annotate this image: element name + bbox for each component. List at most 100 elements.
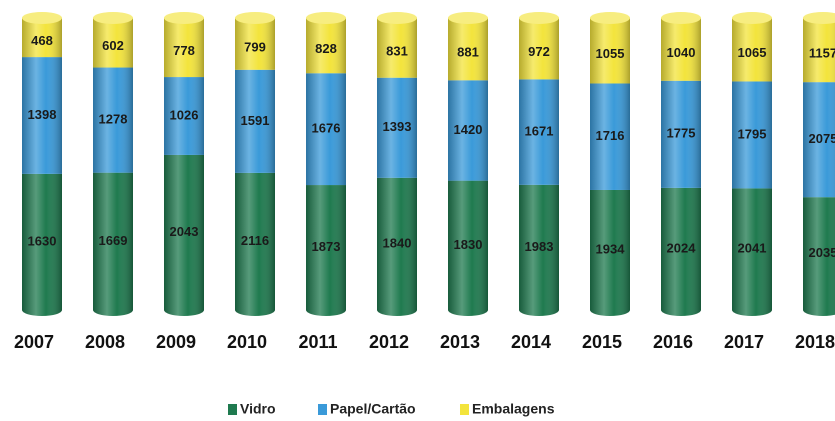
cylinder-top-light	[590, 12, 630, 24]
legend-swatch	[228, 404, 237, 415]
bar-shade	[306, 185, 346, 310]
cylinder-top	[377, 12, 417, 24]
x-tick-label: 2007	[14, 332, 54, 352]
bar-shade	[22, 173, 62, 310]
bar-shade	[590, 18, 630, 84]
cylinder-top	[93, 12, 133, 24]
x-tick-label: 2008	[85, 332, 125, 352]
cylinder-top-light	[93, 12, 133, 24]
bar-shade	[164, 154, 204, 310]
value-label: 1055	[596, 46, 625, 61]
bar-shade	[661, 80, 701, 188]
bar-shade	[93, 172, 133, 310]
bar-shade	[93, 67, 133, 173]
value-label: 1630	[28, 233, 57, 248]
legend-label: Papel/Cartão	[330, 401, 416, 417]
legend-swatch	[318, 404, 327, 415]
x-tick-label: 2017	[724, 332, 764, 352]
cylinder-top-light	[732, 12, 772, 24]
cylinder-top	[732, 12, 772, 24]
bar-shade	[22, 18, 62, 58]
x-tick-label: 2012	[369, 332, 409, 352]
cylinder-top	[448, 12, 488, 24]
value-label: 1934	[596, 241, 626, 256]
cylinder-top	[306, 12, 346, 24]
value-label: 831	[386, 43, 408, 58]
bar-shade	[661, 18, 701, 81]
value-label: 1669	[99, 233, 128, 248]
cylinder-top-light	[448, 12, 488, 24]
bar-shade	[803, 197, 835, 310]
value-label: 828	[315, 41, 337, 56]
value-label: 1671	[525, 124, 554, 139]
legend: Vidro Papel/Cartão Embalagens	[228, 401, 555, 417]
x-tick-label: 2015	[582, 332, 622, 352]
value-label: 1983	[525, 239, 554, 254]
value-label: 2041	[738, 241, 767, 256]
bars: 1630 1398 468 2007 1669 1278 602 2008 2043 1026 77…	[14, 12, 835, 352]
x-tick-label: 2011	[298, 332, 337, 352]
legend-label: Vidro	[240, 401, 276, 417]
value-label: 1676	[312, 121, 341, 136]
bar-shade	[377, 177, 417, 310]
cylinder-top-light	[22, 12, 62, 24]
value-label: 1716	[596, 128, 625, 143]
value-label: 972	[528, 44, 550, 59]
bar-shade	[377, 77, 417, 178]
bar-shade	[590, 83, 630, 190]
x-tick-label: 2010	[227, 332, 267, 352]
bar-shade	[519, 79, 559, 185]
cylinder-top-light	[661, 12, 701, 24]
value-label: 2075	[809, 131, 835, 146]
cylinder-top	[803, 12, 835, 24]
x-tick-label: 2018	[795, 332, 835, 352]
cylinder-top	[661, 12, 701, 24]
value-label: 1591	[241, 113, 270, 128]
bar-shade	[22, 57, 62, 174]
bar-shade	[803, 18, 835, 83]
value-label: 2035	[809, 245, 835, 260]
value-label: 468	[31, 33, 53, 48]
value-label: 1278	[99, 112, 128, 127]
value-label: 1393	[383, 119, 412, 134]
bar-shade	[803, 82, 835, 198]
value-label: 1873	[312, 239, 341, 254]
bar-shade	[732, 188, 772, 310]
cylinder-top-light	[164, 12, 204, 24]
value-label: 1775	[667, 126, 696, 141]
legend-label: Embalagens	[472, 401, 555, 417]
value-label: 1040	[667, 45, 696, 60]
bar-shade	[235, 172, 275, 310]
value-label: 1398	[28, 107, 57, 122]
bar-shade	[164, 77, 204, 155]
bar-shade	[448, 180, 488, 310]
value-label: 602	[102, 38, 124, 53]
value-label: 1065	[738, 45, 767, 60]
legend-swatch	[460, 404, 469, 415]
cylinder-top	[235, 12, 275, 24]
cylinder-top-light	[377, 12, 417, 24]
value-label: 2043	[170, 224, 199, 239]
cylinder-top-light	[519, 12, 559, 24]
cylinder-top	[519, 12, 559, 24]
bar-shade	[448, 18, 488, 81]
x-tick-label: 2009	[156, 332, 196, 352]
value-label: 1420	[454, 122, 483, 137]
bar-shade	[306, 18, 346, 74]
value-label: 799	[244, 39, 266, 54]
bar-shade	[732, 18, 772, 82]
bar-shade	[661, 187, 701, 310]
value-label: 1026	[170, 107, 199, 122]
value-label: 2116	[241, 233, 269, 248]
cylinder-top-light	[235, 12, 275, 24]
x-tick-label: 2014	[511, 332, 551, 352]
cylinder-top-light	[803, 12, 835, 24]
bar-shade	[306, 73, 346, 186]
value-label: 778	[173, 43, 195, 58]
bar-shade	[235, 18, 275, 70]
x-tick-label: 2013	[440, 332, 480, 352]
bar-shade	[164, 18, 204, 78]
bar-shade	[235, 69, 275, 173]
bar-shade	[519, 184, 559, 310]
